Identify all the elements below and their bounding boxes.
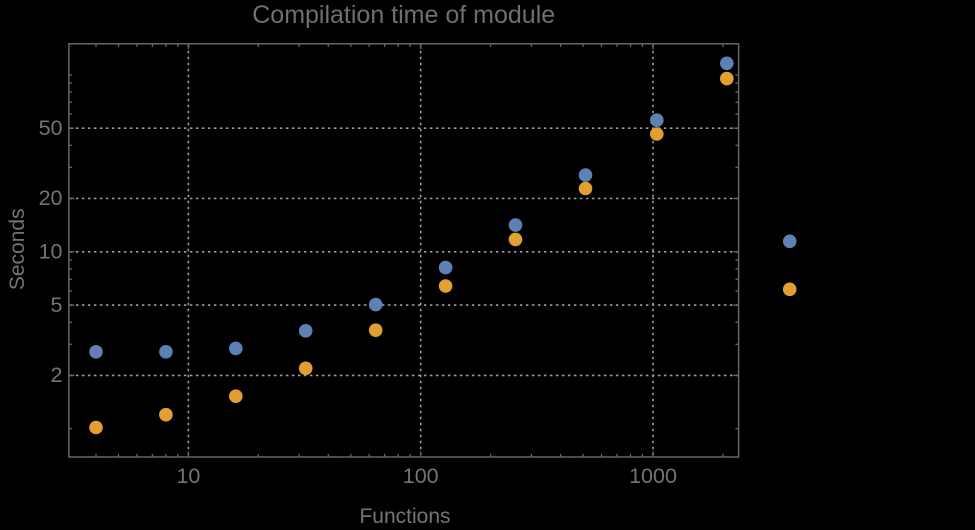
svg-text:100: 100	[403, 464, 439, 488]
svg-text:Seconds: Seconds	[6, 208, 29, 290]
svg-text:50: 50	[39, 116, 63, 140]
svg-text:5: 5	[51, 293, 63, 317]
svg-text:20: 20	[39, 186, 63, 210]
svg-text:10: 10	[176, 464, 200, 488]
svg-text:1000: 1000	[629, 464, 677, 488]
svg-text:10: 10	[39, 240, 63, 264]
svg-text:Functions: Functions	[359, 505, 450, 525]
svg-text:Compilation time of module: Compilation time of module	[252, 1, 555, 29]
svg-text:2: 2	[51, 363, 63, 387]
